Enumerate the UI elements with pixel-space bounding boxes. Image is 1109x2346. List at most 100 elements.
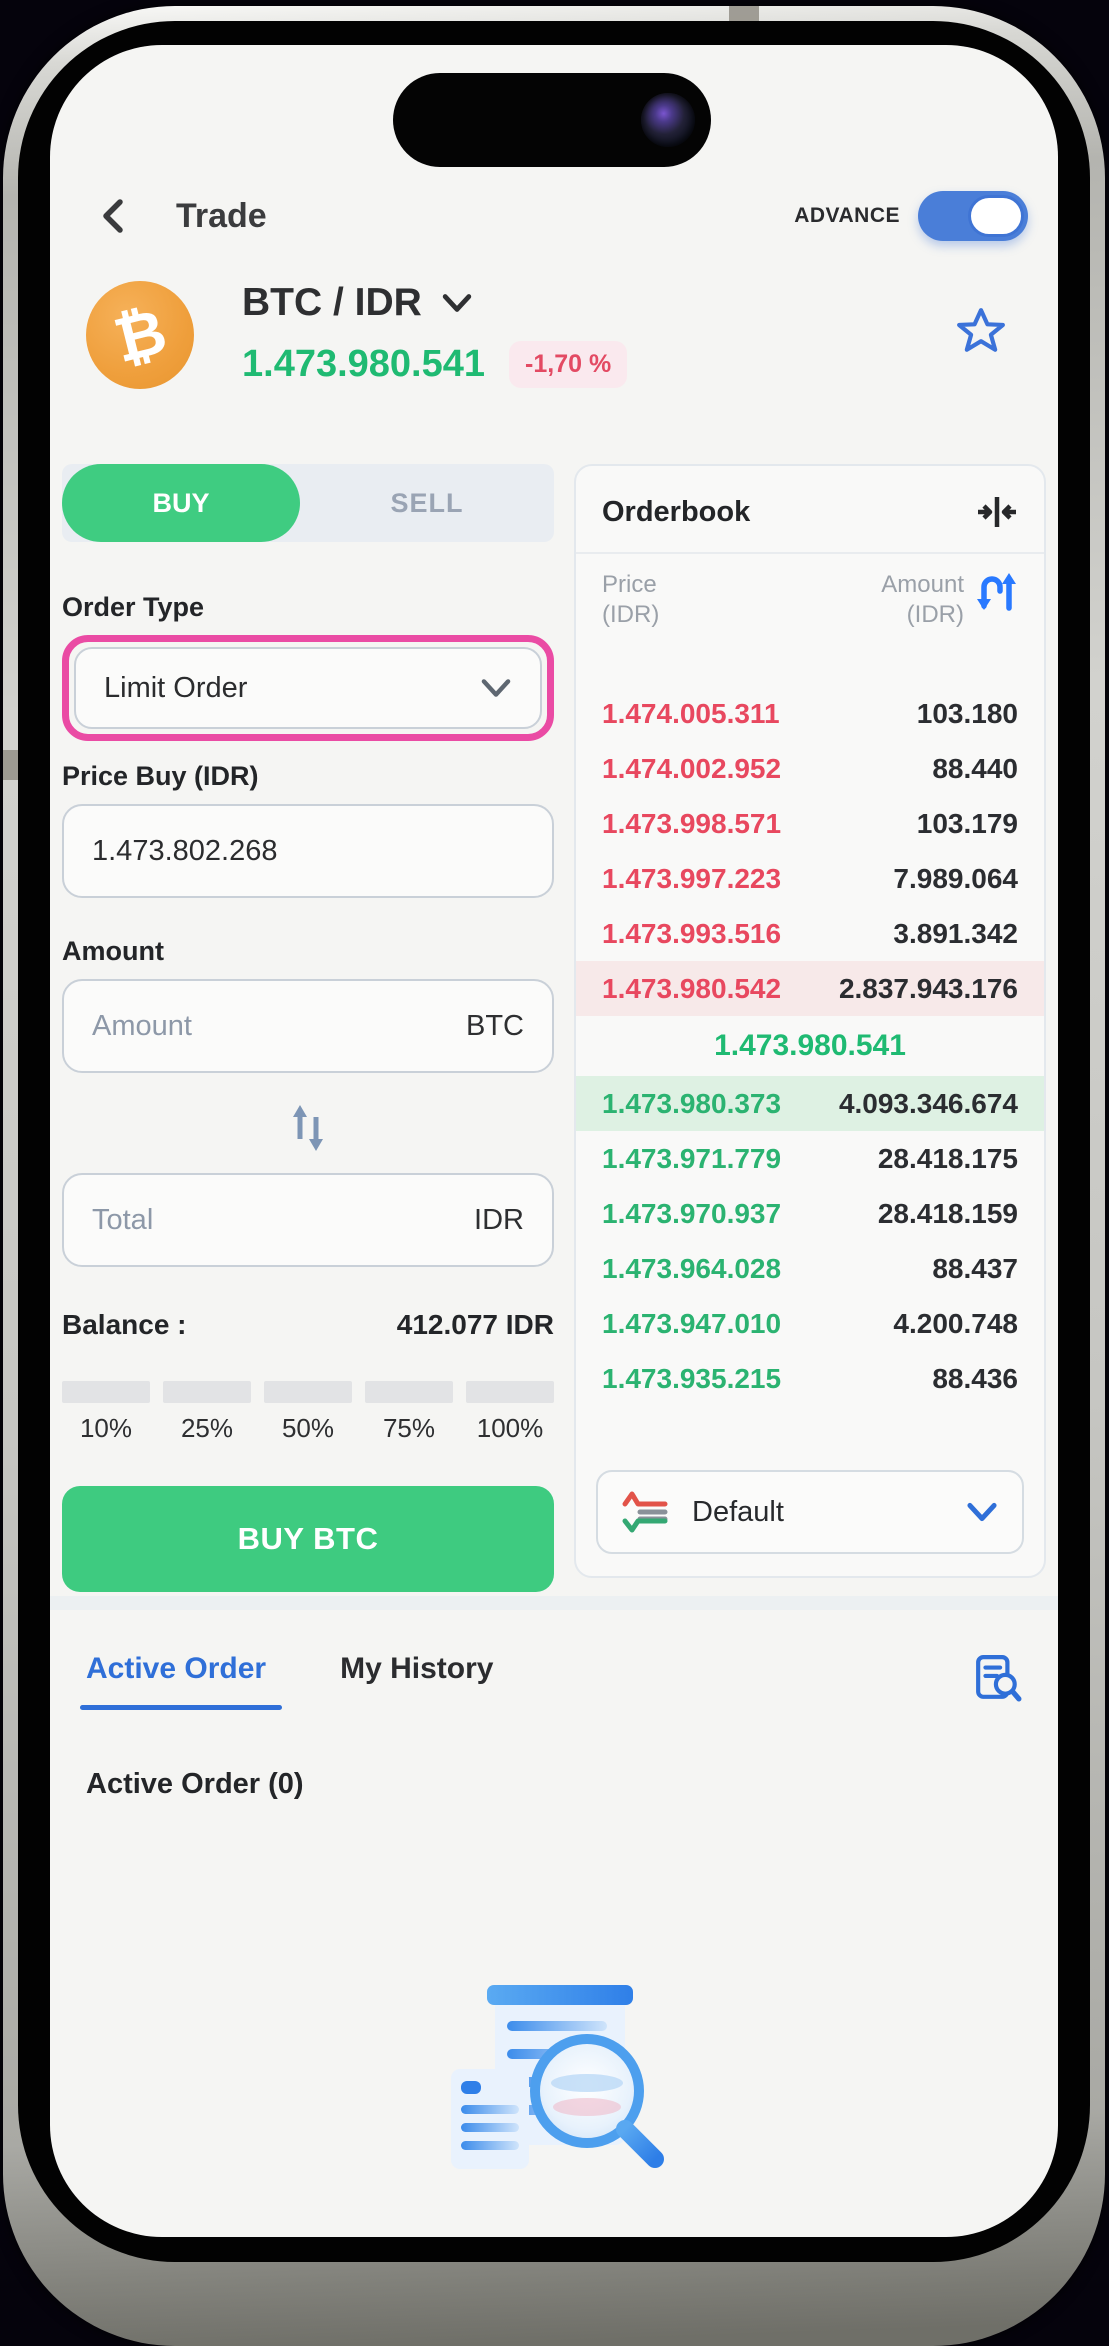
orderbook-row[interactable]: 1.473.971.779 28.418.175 <box>576 1131 1044 1186</box>
orderbook-row[interactable]: 1.473.998.571 103.179 <box>576 796 1044 851</box>
antenna-line <box>3 750 18 780</box>
toggle-knob <box>968 195 1024 237</box>
price-field[interactable] <box>62 804 554 898</box>
advance-toggle[interactable] <box>918 191 1028 241</box>
pair-section: ₿ BTC / IDR 1.473.980.541 -1,70 % <box>86 281 1030 389</box>
percent-bar <box>163 1381 251 1403</box>
orderbook-amount: 103.179 <box>916 807 1018 839</box>
dynamic-island <box>393 73 711 167</box>
orderbook-row[interactable]: 1.473.980.542 2.837.943.176 <box>576 961 1044 1016</box>
orderbook-amount: 7.989.064 <box>893 862 1018 894</box>
swap-vertical-icon[interactable] <box>285 1103 331 1153</box>
view-selector-value: Default <box>692 1495 784 1528</box>
order-type-select[interactable]: Limit Order <box>74 647 542 729</box>
total-input[interactable] <box>92 1203 459 1237</box>
total-field[interactable]: IDR <box>62 1173 554 1267</box>
percent-option-100[interactable]: 100% <box>466 1381 554 1444</box>
tab-sell[interactable]: SELL <box>390 487 464 518</box>
btc-icon: ₿ <box>86 281 194 389</box>
amount-unit: BTC <box>466 1009 524 1042</box>
orderbook-amount: 4.200.748 <box>893 1307 1018 1339</box>
chevron-down-icon <box>967 1502 997 1522</box>
orderbook-price: 1.473.997.223 <box>602 862 782 894</box>
favorite-star-icon[interactable] <box>956 307 1006 355</box>
balance-value: 412.077 IDR <box>396 1309 554 1340</box>
orderbook-row[interactable]: 1.473.970.937 28.418.159 <box>576 1186 1044 1241</box>
orderbook-price: 1.473.964.028 <box>602 1252 782 1284</box>
collapse-panel-icon[interactable] <box>976 494 1018 530</box>
last-price: 1.473.980.541 <box>242 343 486 385</box>
orderbook-row[interactable]: 1.474.005.311 103.180 <box>576 686 1044 741</box>
tab-active-order[interactable]: Active Order <box>79 1652 283 1710</box>
phone-frame: Trade ADVANCE ₿ BTC / IDR <box>3 6 1105 2346</box>
orderbook-row[interactable]: 1.473.935.215 88.436 <box>576 1351 1044 1406</box>
percent-bar <box>466 1381 554 1403</box>
orderbook-row[interactable]: 1.474.002.952 88.440 <box>576 741 1044 796</box>
orderbook-price: 1.473.980.542 <box>602 972 782 1004</box>
orderbook-price: 1.474.005.311 <box>602 697 780 729</box>
chevron-down-icon <box>442 294 472 312</box>
price-input[interactable] <box>92 834 524 868</box>
percent-bar <box>264 1381 352 1403</box>
orderbook-price: 1.473.947.010 <box>602 1307 782 1339</box>
orderbook-row[interactable]: 1.473.964.028 88.437 <box>576 1241 1044 1296</box>
orderbook-amount: 4.093.346.674 <box>838 1087 1018 1119</box>
percent-option-25[interactable]: 25% <box>163 1381 251 1444</box>
orderbook-row[interactable]: 1.473.947.010 4.200.748 <box>576 1296 1044 1351</box>
percent-option-75[interactable]: 75% <box>365 1381 453 1444</box>
front-camera <box>641 93 695 147</box>
sort-swap-icon[interactable] <box>974 570 1018 612</box>
order-search-icon[interactable] <box>974 1654 1022 1702</box>
percent-option-50[interactable]: 50% <box>264 1381 352 1444</box>
orderbook-price: 1.473.935.215 <box>602 1362 782 1394</box>
orderbook-asks: 1.474.005.311 103.180 1.474.002.952 88.440 1… <box>576 686 1044 1016</box>
section-divider <box>50 1596 1058 1610</box>
orderbook-amount: 103.180 <box>916 697 1018 729</box>
orderbook-panel: Orderbook Price (IDR) <box>574 464 1046 1578</box>
depth-view-icon <box>622 1491 668 1533</box>
buy-btc-button[interactable]: BUY BTC <box>62 1486 554 1592</box>
amount-label: Amount <box>62 936 164 966</box>
orders-section: Active Order My History Active Order (0) <box>50 1652 1058 2179</box>
amount-input[interactable] <box>92 1009 450 1043</box>
app-screen: Trade ADVANCE ₿ BTC / IDR <box>50 45 1058 2237</box>
percent-bar <box>365 1381 453 1403</box>
amount-field[interactable]: BTC <box>62 979 554 1073</box>
price-column-header: Price <box>602 571 657 598</box>
order-type-value: Limit Order <box>104 671 248 704</box>
orderbook-row[interactable]: 1.473.980.373 4.093.346.674 <box>576 1076 1044 1131</box>
orderbook-price: 1.473.970.937 <box>602 1197 782 1229</box>
tab-buy[interactable]: BUY <box>62 464 300 542</box>
percent-option-10[interactable]: 10% <box>62 1381 150 1444</box>
orderbook-view-select[interactable]: Default <box>596 1470 1024 1554</box>
trade-form: BUY SELL Order Type Limit Order Price Bu… <box>62 464 554 1592</box>
orderbook-amount: 88.436 <box>932 1362 1018 1394</box>
balance-row: Balance : 412.077 IDR <box>62 1309 554 1341</box>
advance-label: ADVANCE <box>794 204 900 227</box>
orderbook-row[interactable]: 1.473.997.223 7.989.064 <box>576 851 1044 906</box>
orderbook-price: 1.473.993.516 <box>602 917 782 949</box>
price-label: Price Buy (IDR) <box>62 761 259 791</box>
buy-sell-tabs: BUY SELL <box>62 464 554 542</box>
pair-selector[interactable]: BTC / IDR <box>242 281 627 325</box>
amount-column-header: Amount <box>881 571 964 598</box>
page-title: Trade <box>176 196 267 235</box>
trade-page: Trade ADVANCE ₿ BTC / IDR <box>50 191 1058 2237</box>
balance-label: Balance : <box>62 1309 187 1340</box>
orderbook-amount: 3.891.342 <box>893 917 1018 949</box>
orderbook-last-price: 1.473.980.541 <box>714 1029 906 1062</box>
header: Trade ADVANCE <box>96 191 1028 241</box>
orderbook-amount: 2.837.943.176 <box>838 972 1018 1004</box>
orderbook-column-headers: Price (IDR) Amount (IDR) <box>576 554 1044 630</box>
total-unit: IDR <box>474 1203 524 1236</box>
order-type-label: Order Type <box>62 592 205 622</box>
orderbook-amount: 88.437 <box>932 1252 1018 1284</box>
change-badge: -1,70 % <box>509 341 628 388</box>
tab-my-history[interactable]: My History <box>340 1652 494 1685</box>
orderbook-row[interactable]: 1.473.993.516 3.891.342 <box>576 906 1044 961</box>
back-icon[interactable] <box>96 196 130 236</box>
orderbook-title: Orderbook <box>602 495 751 528</box>
orderbook-price: 1.473.980.373 <box>602 1087 782 1119</box>
pair-name: BTC / IDR <box>242 281 422 324</box>
orderbook-amount: 28.418.175 <box>877 1142 1018 1174</box>
